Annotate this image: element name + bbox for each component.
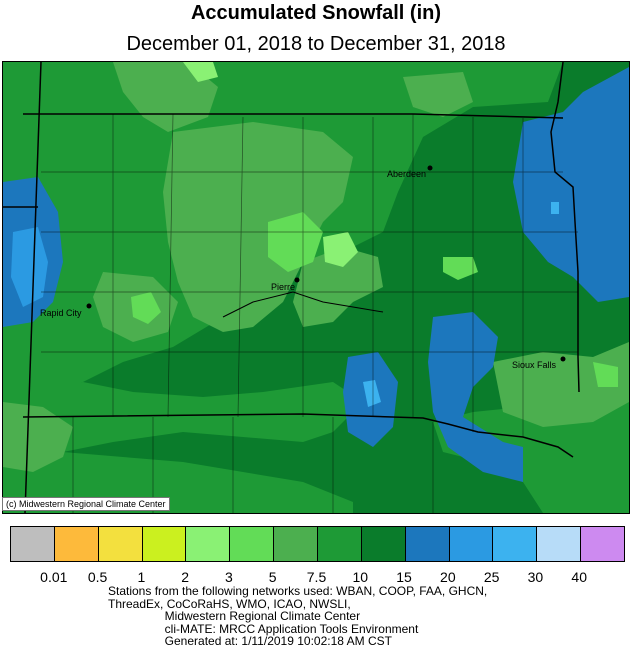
- snowfall-map: Aberdeen Pierre Rapid City Sioux Falls: [2, 61, 630, 514]
- city-marker-rapid-city: [86, 303, 92, 309]
- city-marker-aberdeen: [427, 165, 433, 171]
- western-border: [24, 62, 42, 513]
- legend-tick-label: 2: [181, 569, 190, 585]
- zone-15-20-se: [428, 312, 523, 482]
- credits-text: Stations from the following networks use…: [108, 584, 488, 648]
- legend-tick-label: 15: [396, 569, 412, 585]
- legend-swatch: [98, 527, 143, 561]
- legend-swatch: [581, 527, 625, 561]
- zone-20-25-east: [551, 202, 559, 214]
- city-marker-pierre: [294, 277, 300, 283]
- missouri-river: [222, 291, 384, 318]
- legend-swatch: [361, 527, 406, 561]
- legend-ticks: 0.01 0.5 1 2 3 5 7.5 10 15 20 25 30 40: [10, 569, 623, 585]
- legend-swatch: [405, 527, 450, 561]
- zone-20-25-west: [11, 227, 48, 307]
- city-sioux-falls: Sioux Falls: [512, 356, 566, 370]
- legend-tick-label: 25: [483, 569, 500, 585]
- legend-swatch: [142, 527, 187, 561]
- copyright-notice: (c) Midwestern Regional Climate Center: [2, 497, 170, 511]
- city-rapid-city: Rapid City: [40, 303, 92, 318]
- map-canvas: Aberdeen Pierre Rapid City Sioux Falls: [3, 62, 629, 513]
- legend-swatch: [186, 527, 231, 561]
- city-pierre: Pierre: [271, 277, 300, 292]
- legend-tick-label: 5: [268, 569, 277, 585]
- zone-3-5-c: [131, 292, 161, 324]
- zone-20-25-south: [363, 380, 381, 407]
- legend-swatch: [318, 527, 362, 561]
- legend-tick-label: 20: [440, 569, 456, 585]
- city-label-pierre: Pierre: [271, 282, 295, 292]
- legend-tick-label: 3: [225, 569, 233, 585]
- zone-3-5-e: [443, 257, 478, 280]
- legend-tick-label: 40: [571, 569, 587, 585]
- city-marker-sioux-falls: [560, 356, 566, 362]
- zone-7.5-10-south: [3, 382, 363, 457]
- legend-swatch: [11, 527, 55, 561]
- legend-tick-label: 7.5: [306, 569, 327, 585]
- legend-tick-label: 0.5: [87, 569, 108, 585]
- sd-ne-border: [22, 413, 574, 458]
- zone-5-7.5-east: [293, 247, 383, 327]
- legend-swatch: [274, 527, 319, 561]
- legend-swatch: [230, 527, 275, 561]
- legend-swatch: [54, 527, 99, 561]
- city-aberdeen: Aberdeen: [387, 165, 433, 179]
- city-label-sioux-falls: Sioux Falls: [512, 360, 557, 370]
- legend-tick-label: 0.01: [40, 569, 68, 585]
- county-lines: [41, 113, 578, 513]
- zone-3-5-b: [323, 232, 358, 267]
- map-title: Accumulated Snowfall (in): [190, 2, 442, 24]
- color-legend: [10, 526, 625, 562]
- legend-tick-label: 1: [137, 569, 146, 585]
- legend-tick-label: 10: [352, 569, 369, 585]
- zone-3-5-f: [593, 362, 618, 387]
- zone-5-7.5-central: [163, 122, 353, 332]
- city-label-aberdeen: Aberdeen: [387, 169, 426, 179]
- legend-tick-label: 30: [527, 569, 544, 585]
- map-subtitle: December 01, 2018 to December 31, 2018: [126, 33, 506, 55]
- zone-3-5-a: [268, 212, 323, 272]
- eastern-border: [550, 62, 580, 393]
- legend-swatch: [493, 527, 538, 561]
- city-label-rapid-city: Rapid City: [40, 308, 82, 318]
- zone-5-7.5-sw: [3, 402, 73, 472]
- zone-3-5-d: [183, 62, 218, 82]
- legend-swatch: [449, 527, 494, 561]
- zone-5-7.5-ne: [403, 72, 473, 117]
- legend-swatch: [537, 527, 582, 561]
